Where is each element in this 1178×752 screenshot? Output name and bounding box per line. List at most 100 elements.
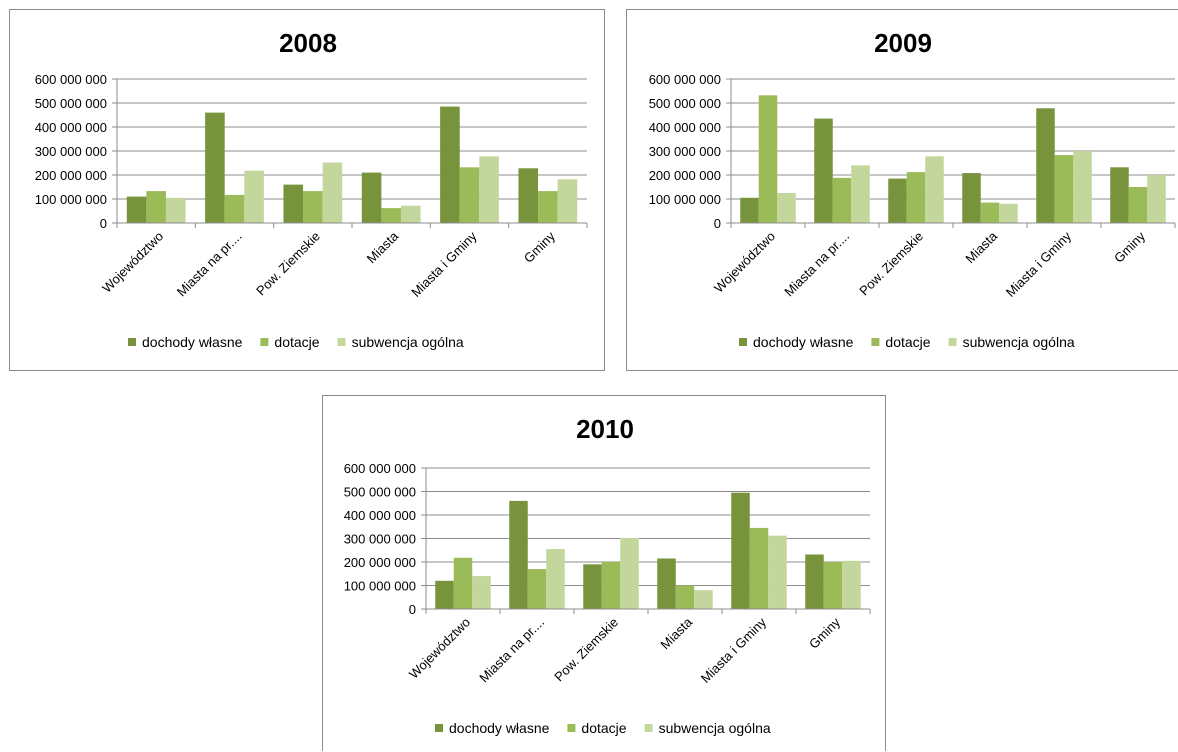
bar (749, 527, 769, 609)
y-tick-label: 400 000 000 (344, 508, 416, 523)
bar (675, 585, 695, 609)
bar (888, 178, 907, 223)
y-tick-label: 400 000 000 (35, 120, 107, 135)
bar (518, 168, 539, 223)
x-tick-label: Miasta na pr.... (781, 229, 852, 300)
bar (842, 560, 861, 609)
y-tick-label: 0 (714, 216, 721, 231)
chart-svg: 2009 0 100 000 000 200 000 000 300 000 000 40… (649, 28, 1176, 350)
chart-svg: 2010 0 100 000 000 200 000 000 300 000 000 40… (344, 414, 871, 736)
chart-2008: 2008 0 100 000 000 200 000 000 300 000 000 40… (9, 9, 605, 371)
legend-swatch (128, 338, 136, 346)
bar (601, 562, 621, 609)
chart-title: 2009 (874, 28, 932, 58)
y-tick-label: 0 (409, 602, 416, 617)
bar (205, 112, 225, 223)
bar (538, 191, 558, 223)
bar (583, 564, 602, 609)
bar (962, 173, 981, 223)
legend-swatch (739, 338, 747, 346)
legend-swatch (644, 724, 653, 732)
legend-label: subwencja ogólna (352, 334, 464, 350)
bar (620, 538, 639, 609)
legend-label: subwencja ogólna (963, 334, 1075, 350)
x-tick-label: Gminy (1111, 228, 1149, 266)
x-tick-label: Gminy (806, 614, 844, 652)
y-tick-label: 100 000 000 (649, 192, 721, 207)
legend-label: dochody własne (753, 334, 854, 350)
bar (527, 569, 547, 609)
legend-label: dotacje (274, 334, 319, 350)
x-tick-label: Miasta (657, 614, 695, 652)
bar (472, 576, 491, 609)
legend-label: dotacje (581, 720, 626, 736)
bar (851, 165, 870, 223)
bar (823, 562, 843, 609)
bar (146, 191, 166, 223)
bar (557, 179, 578, 223)
y-tick-label: 0 (100, 216, 107, 231)
legend-label: dochody własne (449, 720, 550, 736)
bar (1110, 167, 1129, 223)
bar (832, 177, 852, 223)
bar (479, 156, 499, 223)
x-tick-label: Pow. Ziemskie (253, 229, 323, 299)
x-tick-label: Miasta (364, 228, 402, 266)
bar (459, 167, 480, 223)
chart-2009: 2009 0 100 000 000 200 000 000 300 000 000 40… (626, 9, 1178, 371)
bar (400, 205, 421, 223)
x-tick-label: Województwo (711, 229, 778, 296)
bar (244, 170, 264, 223)
legend-swatch (567, 724, 576, 732)
y-tick-label: 300 000 000 (35, 144, 107, 159)
bar (303, 191, 323, 223)
legend-label: dotacje (885, 334, 930, 350)
y-tick-label: 200 000 000 (35, 168, 107, 183)
x-tick-label: Pow. Ziemskie (551, 615, 621, 685)
x-tick-label: Województwo (406, 615, 473, 682)
x-tick-label: Miasta i Gminy (1003, 228, 1075, 300)
y-tick-label: 200 000 000 (649, 168, 721, 183)
x-tick-label: Miasta i Gminy (408, 228, 480, 300)
bar (777, 193, 796, 223)
y-tick-label: 600 000 000 (35, 72, 107, 87)
chart-title: 2008 (279, 28, 337, 58)
x-tick-label: Miasta (962, 228, 1000, 266)
legend-label: subwencja ogólna (659, 720, 771, 736)
bar (805, 554, 824, 609)
legend-swatch (337, 338, 346, 346)
y-tick-label: 600 000 000 (344, 461, 416, 476)
bar (322, 162, 343, 223)
bar (906, 172, 926, 223)
bar (999, 203, 1018, 223)
bar (509, 500, 528, 609)
y-tick-label: 500 000 000 (649, 96, 721, 111)
bar (925, 156, 944, 223)
bar (657, 558, 676, 609)
legend-label: dochody własne (142, 334, 243, 350)
bar (440, 106, 460, 223)
bar (1128, 187, 1148, 223)
chart-svg: 2008 0 100 000 000 200 000 000 300 000 000 40… (35, 28, 588, 350)
bar (1036, 108, 1055, 223)
bar (694, 590, 713, 609)
bar (283, 184, 304, 223)
bar (165, 197, 186, 223)
y-tick-label: 100 000 000 (344, 579, 416, 594)
bar (435, 580, 454, 609)
bar (361, 172, 382, 223)
chart-2010: 2010 0 100 000 000 200 000 000 300 000 000 40… (322, 395, 886, 751)
x-tick-label: Gminy (521, 228, 559, 266)
bar (740, 197, 759, 223)
bar (814, 118, 833, 223)
bar (1054, 155, 1074, 223)
bar (224, 194, 245, 223)
legend-swatch (871, 338, 880, 346)
x-tick-label: Pow. Ziemskie (856, 229, 926, 299)
bar (381, 208, 401, 223)
bar (453, 557, 473, 609)
legend-swatch (435, 724, 443, 732)
legend-swatch (260, 338, 269, 346)
y-tick-label: 300 000 000 (344, 532, 416, 547)
x-tick-label: Miasta i Gminy (698, 614, 770, 686)
